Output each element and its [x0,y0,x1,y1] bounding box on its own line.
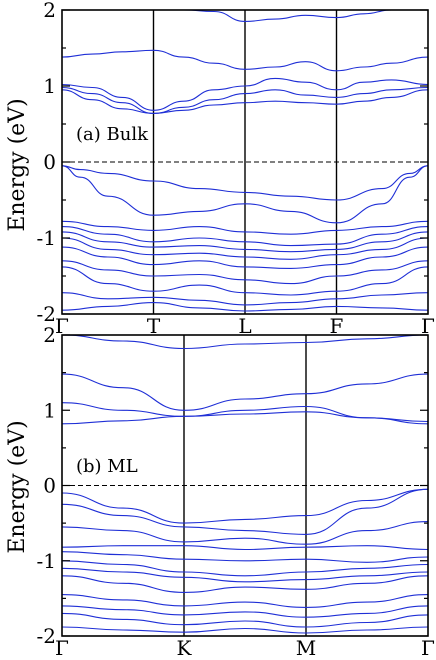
band-line-10 [62,560,428,577]
k-point-label-1: Γ [55,314,69,338]
band-line-12 [62,246,428,269]
band-line-13 [62,594,428,608]
band-line-2 [62,373,428,411]
band-line-16 [62,302,428,312]
band-line-5 [62,89,428,114]
band-line-8 [62,220,428,235]
k-point-label-3: M [296,636,316,660]
panel-label-ml: (b) ML [76,456,138,477]
band-line-1 [62,10,428,22]
band-line-8 [62,545,428,551]
y-tick-label: 0 [43,474,56,498]
y-tick-label: -2 [37,624,56,648]
k-point-label-2: K [177,636,193,660]
y-tick-label: -1 [37,549,56,573]
band-line-9 [62,226,428,247]
y-axis-title-ml: Energy (eV) [5,420,30,553]
panel-ml: -2 -1 0 1 2 Γ K M Γ Energy (eV) (b) ML [5,323,435,660]
band-line-12 [62,575,428,593]
y-tick-label: 2 [43,0,56,22]
k-point-label-2: T [147,314,161,338]
k-point-label-1: Γ [55,636,69,660]
band-line-10 [62,231,428,253]
panel-bulk: -2 -1 0 1 2 Γ T L F Γ Energy (eV) (a) Bulk [5,0,435,338]
band-line-4 [62,411,428,425]
y-tick-label: 0 [43,150,56,174]
k-point-label-4: Γ [421,636,435,660]
y-tick-label: 2 [43,323,56,347]
band-line-3 [62,77,428,111]
panel-label-bulk: (a) Bulk [76,124,149,145]
band-line-1 [62,335,428,350]
band-line-7 [62,165,428,224]
k-point-label-4: F [330,314,344,338]
k-point-label-5: Γ [421,314,435,338]
band-line-11 [62,237,428,260]
band-line-6 [62,488,428,535]
y-tick-label: -1 [37,226,56,250]
y-tick-label: 1 [43,398,56,422]
band-line-2 [62,49,428,72]
band-line-16 [62,626,428,634]
band-line-3 [62,402,428,423]
band-line-15 [62,292,428,306]
band-line-9 [62,551,428,563]
band-line-5 [62,488,428,524]
y-tick-label: 1 [43,74,56,98]
band-line-11 [62,567,428,583]
band-line-14 [62,266,428,296]
band-line-4 [62,86,428,114]
band-line-6 [62,165,428,201]
band-line-7 [62,521,428,545]
band-line-15 [62,612,428,628]
y-axis-title-bulk: Energy (eV) [5,98,30,231]
k-point-label-3: L [238,314,251,338]
plot-frame [61,334,429,637]
band-line-14 [62,605,428,618]
y-tick-label: -2 [37,302,56,326]
band-line-13 [62,260,428,285]
